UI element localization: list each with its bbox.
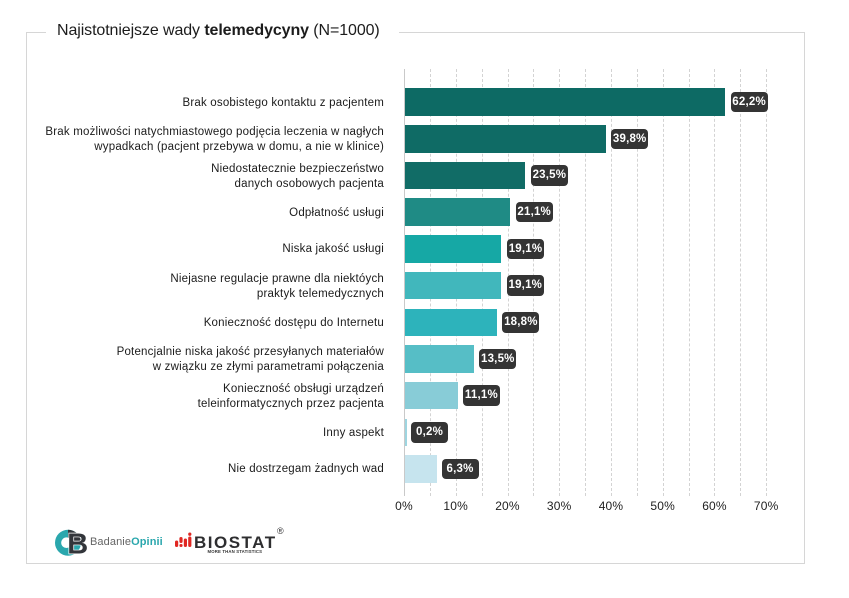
- svg-text:B: B: [67, 529, 88, 557]
